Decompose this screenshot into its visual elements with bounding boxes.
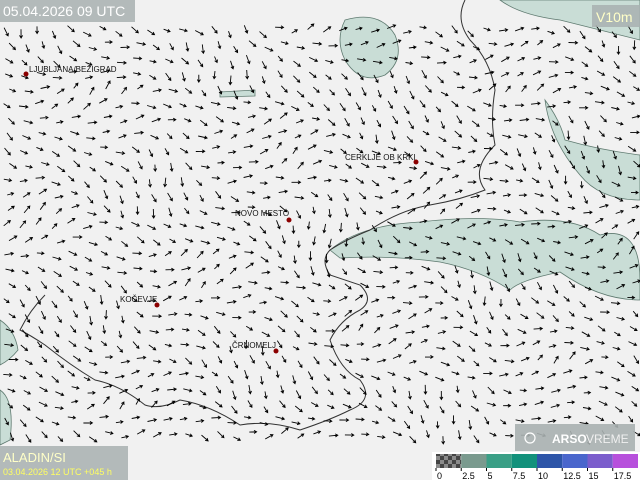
model: ALADIN/SI (3, 450, 66, 465)
places: LJUBLJANA/BEŽIGRAD CERKLJE OB KRKI NOVO … (23, 65, 419, 354)
place-label: ČRNOMELJ (232, 341, 276, 350)
place-dot (286, 217, 292, 223)
logo-icon (524, 432, 536, 444)
footer-box (0, 446, 128, 480)
legend-tick-label: 17.5 (614, 471, 632, 480)
legend-tick-label: 5 (488, 471, 493, 480)
legend-tick-label: 10 (538, 471, 548, 480)
place-label: KOČEVJE (120, 295, 157, 304)
field-box (592, 5, 640, 27)
place-label: NOVO MESTO (235, 209, 289, 218)
place-dot (154, 302, 160, 308)
legend-swatch (461, 454, 487, 468)
legend-tick-label: 15 (589, 471, 599, 480)
logo-sub: VREME (586, 432, 629, 446)
legend: 0 2.5 5 7.5 10 12.5 15 17.5 (435, 454, 638, 480)
logo-brand: ARSO (552, 432, 587, 446)
field: V10m (596, 9, 633, 25)
run: 03.04.2026 12 UTC +045 h (3, 467, 112, 477)
legend-swatch (436, 454, 462, 468)
legend-swatch (562, 454, 588, 468)
title-box (0, 0, 135, 22)
place-dot (273, 348, 279, 354)
borders (19, 0, 496, 431)
place-dot (23, 71, 29, 77)
legend-tick-label: 12.5 (563, 471, 581, 480)
legend-tick-label: 2.5 (462, 471, 475, 480)
title: 05.04.2026 09 UTC (3, 3, 125, 19)
wind-arrows (3, 23, 640, 446)
legend-swatch (486, 454, 512, 468)
place-dot (413, 159, 419, 165)
legend-swatch (537, 454, 563, 468)
legend-swatch (587, 454, 613, 468)
place-label: CERKLJE OB KRKI (345, 153, 416, 162)
legend-swatch (511, 454, 537, 468)
legend-tick-label: 7.5 (513, 471, 526, 480)
place-label: LJUBLJANA/BEŽIGRAD (29, 65, 117, 74)
legend-tick-label: 0 (437, 471, 442, 480)
legend-swatch (612, 454, 638, 468)
